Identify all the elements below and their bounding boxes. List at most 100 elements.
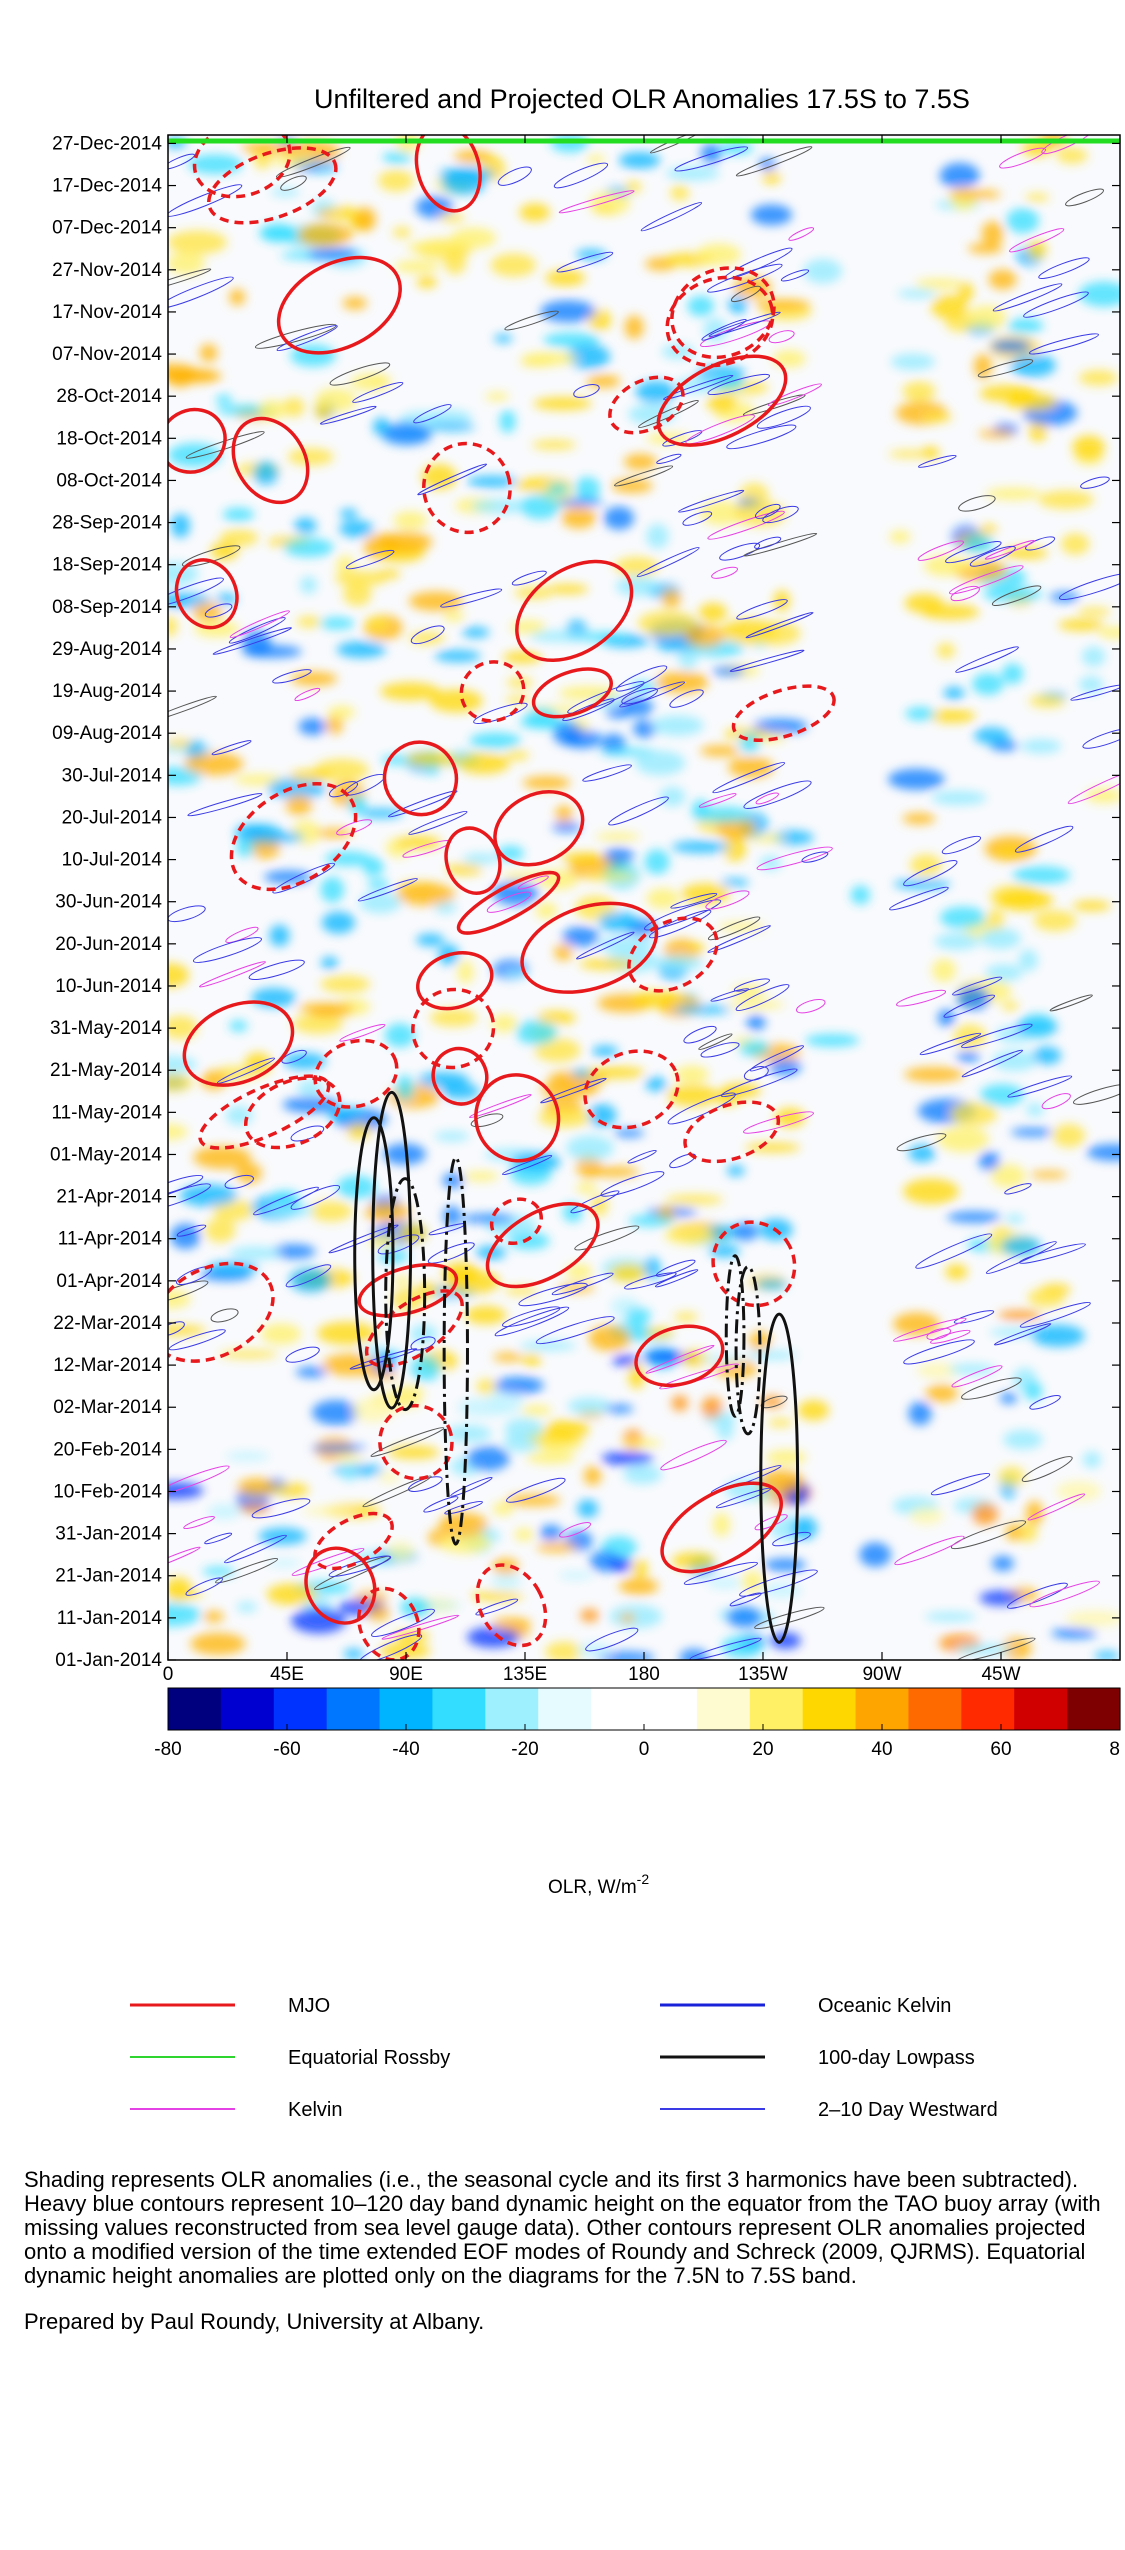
y-tick-label: 08-Oct-2014 xyxy=(56,470,162,491)
y-axis: 01-Jan-2014 11-Jan-2014 21-Jan-2014 31-Jan-… xyxy=(50,133,1120,1671)
shading-blob xyxy=(400,1597,431,1618)
shading-blob xyxy=(1078,281,1120,307)
shading-blob xyxy=(168,1289,191,1309)
wave-contour xyxy=(475,1598,519,1616)
y-tick-label: 07-Nov-2014 xyxy=(52,344,162,365)
shading-blob xyxy=(620,1438,662,1448)
wave-contour xyxy=(749,1045,804,1072)
shading-blob xyxy=(1072,900,1111,912)
shading-blob xyxy=(367,879,390,890)
wave-contour xyxy=(655,1259,696,1277)
shading-blob xyxy=(562,926,600,947)
shading-blob xyxy=(937,1009,956,1027)
shading-blob xyxy=(644,849,670,875)
shading-blob xyxy=(591,1195,609,1217)
wave-contour xyxy=(685,414,755,445)
y-tick-label: 19-Aug-2014 xyxy=(52,681,162,702)
shading-blob xyxy=(981,221,1004,246)
mjo-contour xyxy=(459,660,526,723)
wave-contour xyxy=(168,276,234,309)
shading-blob xyxy=(635,380,677,404)
wave-contour xyxy=(553,162,609,189)
wave-contour xyxy=(176,1224,207,1237)
y-tick-label: 10-Jul-2014 xyxy=(62,850,163,871)
wave-contour xyxy=(518,1282,588,1307)
shading-blob xyxy=(744,1142,801,1153)
shading-blob xyxy=(1082,1451,1102,1469)
shading-blob xyxy=(695,806,753,824)
shading-blob xyxy=(365,1605,390,1621)
y-tick-label: 27-Dec-2014 xyxy=(52,133,162,154)
colorbar-swatch xyxy=(485,1688,539,1730)
colorbar-swatch xyxy=(1014,1688,1068,1730)
wave-contour xyxy=(710,988,750,1002)
shading-blob xyxy=(996,889,1054,911)
shading-blob xyxy=(1010,1127,1054,1137)
wave-contour xyxy=(1018,1243,1086,1264)
mjo-contour xyxy=(608,375,685,435)
shading-blob xyxy=(461,1213,516,1224)
shading-blob xyxy=(429,689,483,713)
shading-blob xyxy=(956,986,991,1010)
colorbar-swatch xyxy=(1067,1688,1121,1730)
wave-contour xyxy=(903,1339,975,1365)
shading-blob xyxy=(225,1451,270,1462)
y-tick-label: 09-Aug-2014 xyxy=(52,723,162,744)
y-tick-label: 07-Dec-2014 xyxy=(52,218,162,239)
shading-blob xyxy=(270,188,301,197)
shading-blob xyxy=(522,775,571,790)
shading-blob xyxy=(384,1023,416,1048)
shading-blob xyxy=(595,832,641,841)
wave-contour xyxy=(621,687,658,705)
colorbar-tick-label: -40 xyxy=(392,1739,419,1760)
shading-blob xyxy=(573,632,629,642)
wave-contour xyxy=(991,585,1042,606)
shading-blob xyxy=(237,1477,277,1497)
shading-blob xyxy=(359,808,404,819)
wave-contour xyxy=(285,1346,320,1363)
wave-contour xyxy=(576,931,635,960)
shading-blob xyxy=(492,880,539,906)
shading-blob xyxy=(892,1312,940,1336)
colorbar-swatch xyxy=(855,1688,910,1730)
shading-blob xyxy=(202,1566,235,1577)
shading-blob xyxy=(700,500,744,526)
shading-blob xyxy=(691,799,710,822)
shading-blob xyxy=(1005,1523,1023,1541)
shading-blob xyxy=(535,902,558,920)
shading-blob xyxy=(168,370,218,381)
shading-blob xyxy=(599,748,657,757)
shading-blob xyxy=(469,732,521,749)
shading-blob xyxy=(661,588,681,608)
wave-contour xyxy=(204,1532,233,1545)
shading-blob xyxy=(272,1244,316,1259)
shading-blob xyxy=(637,610,698,637)
shading-blob xyxy=(320,956,339,970)
wave-contour xyxy=(645,1344,715,1374)
shading-blob xyxy=(574,476,601,501)
shading-blob xyxy=(488,1389,523,1415)
shading-blob xyxy=(1003,1429,1043,1450)
shading-blob xyxy=(646,523,669,549)
shading-blob xyxy=(957,282,974,302)
wave-contour xyxy=(280,175,307,191)
wave-contour xyxy=(388,790,458,818)
shading-blob xyxy=(628,1363,645,1389)
shading-blob xyxy=(343,581,372,607)
shading-blob xyxy=(591,1045,619,1057)
shading-blob xyxy=(287,447,334,466)
shading-blob xyxy=(769,1632,802,1649)
shading-blob xyxy=(491,1558,520,1575)
wave-contour xyxy=(211,740,252,756)
shading-blob xyxy=(567,1397,612,1415)
wave-contour xyxy=(501,1306,561,1328)
shading-blob xyxy=(923,555,965,577)
mjo-contour xyxy=(382,740,459,817)
shading-blob xyxy=(1085,788,1120,804)
shading-blob xyxy=(552,822,581,833)
wave-contour xyxy=(893,1317,967,1342)
shading-blob xyxy=(540,300,596,323)
colorbar-swatch xyxy=(220,1688,275,1730)
wave-contour xyxy=(894,1535,965,1566)
wave-contour xyxy=(1006,1582,1068,1609)
